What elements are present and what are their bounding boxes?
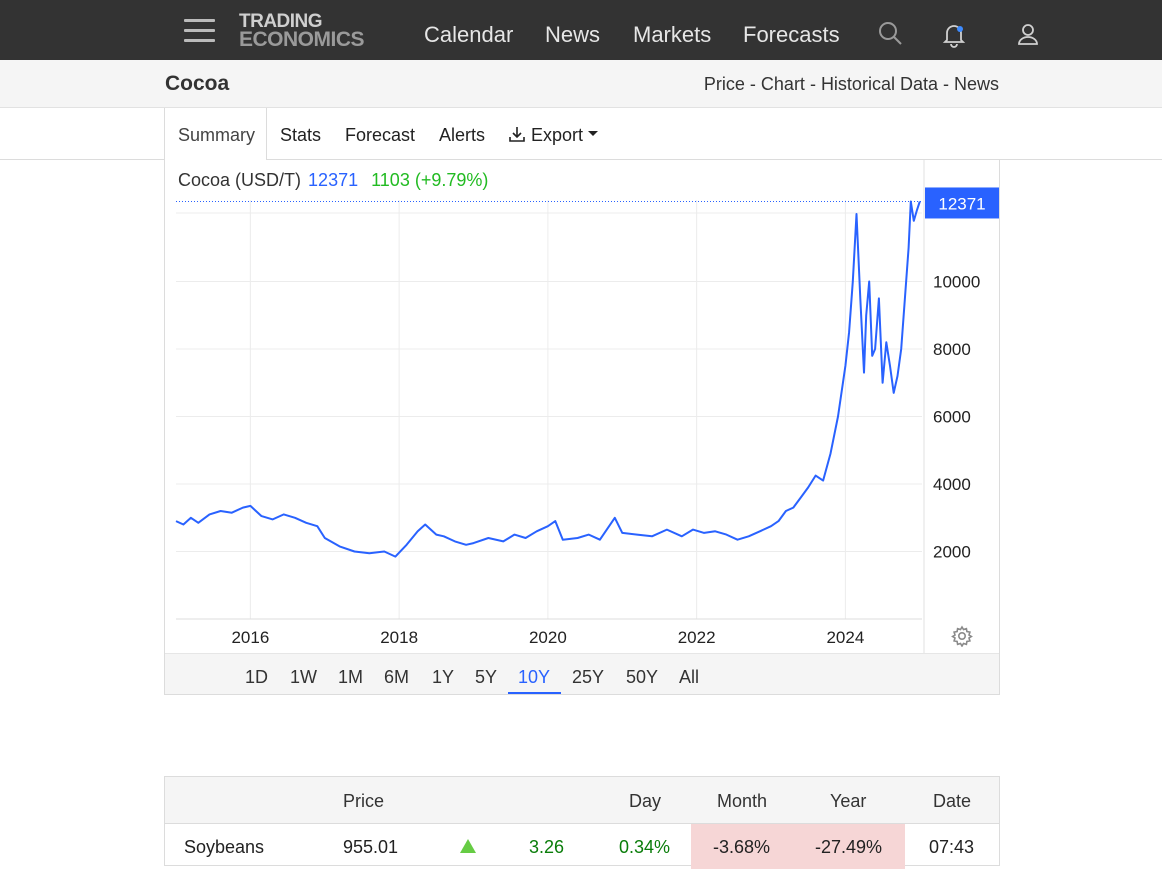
y-tick-label: 10000 <box>933 273 980 292</box>
range-10y[interactable]: 10Y <box>518 667 551 687</box>
export-dropdown[interactable]: Export <box>508 125 599 146</box>
active-range-underline <box>508 692 561 694</box>
sub-navigation: Price - Chart - Historical Data - News <box>704 74 999 95</box>
subnav-separator: - <box>937 74 954 94</box>
nav-forecasts-link[interactable]: Forecasts <box>743 22 840 47</box>
export-label: Export <box>531 125 584 145</box>
top-navbar: TRADING ECONOMICS Calendar News Markets … <box>0 0 1162 60</box>
chart-legend-price: 12371 <box>308 170 359 190</box>
header-year[interactable]: Year <box>830 791 867 811</box>
x-tick-label: 2016 <box>231 628 269 647</box>
subnav-historical-data-link[interactable]: Historical Data <box>820 74 938 94</box>
range-selector-bar <box>165 653 999 694</box>
nav-calendar-link[interactable]: Calendar <box>424 22 514 47</box>
page-title: Cocoa <box>165 72 230 95</box>
range-1w[interactable]: 1W <box>290 667 317 687</box>
subnav-news-link[interactable]: News <box>953 74 999 94</box>
notification-bell-icon[interactable] <box>941 22 967 48</box>
x-tick-label: 2020 <box>529 628 567 647</box>
tabs-row: Summary Stats Forecast Alerts Export <box>0 108 1162 160</box>
table-header: Price Day Month Year Date <box>165 777 999 824</box>
menu-icon[interactable] <box>184 19 215 43</box>
range-5y[interactable]: 5Y <box>475 667 498 687</box>
user-account-icon[interactable] <box>1016 22 1040 46</box>
subnav-price-link[interactable]: Price <box>703 74 745 94</box>
y-tick-label: 2000 <box>933 543 971 562</box>
commodities-table: Price Day Month Year Date Soybeans 955.0… <box>164 776 1000 869</box>
range-6m[interactable]: 6M <box>384 667 410 687</box>
row-year-pct: -27.49% <box>815 837 883 857</box>
row-name[interactable]: Soybeans <box>184 837 265 857</box>
row-date: 07:43 <box>929 837 975 857</box>
chart-legend-change: 1103 (+9.79%) <box>371 170 489 190</box>
nav-markets-link[interactable]: Markets <box>633 22 712 47</box>
cocoa-price-line <box>175 200 921 558</box>
last-price-label: 12371 <box>938 194 985 213</box>
title-bar: Cocoa Price - Chart - Historical Data - … <box>0 60 1162 108</box>
range-1d[interactable]: 1D <box>245 667 269 687</box>
range-50y[interactable]: 50Y <box>626 667 659 687</box>
chart-settings-gear-icon[interactable] <box>951 625 973 647</box>
logo-line-1: TRADING <box>239 11 323 32</box>
price-chart[interactable]: 2016 2018 2020 2022 2024 2000 4000 6000 8000 1000… <box>165 160 999 653</box>
header-month[interactable]: Month <box>717 791 768 811</box>
logo-line-2: ECONOMICS <box>239 28 365 51</box>
up-arrow-icon <box>460 839 476 853</box>
caret-down-icon <box>588 131 599 136</box>
range-all[interactable]: All <box>679 667 700 687</box>
search-icon[interactable] <box>877 20 903 46</box>
nav-news-link[interactable]: News <box>545 22 601 47</box>
tab-stats[interactable]: Stats <box>280 125 322 145</box>
chart-panel <box>164 159 1000 695</box>
header-day[interactable]: Day <box>629 791 662 811</box>
range-1m[interactable]: 1M <box>338 667 364 687</box>
y-tick-label: 4000 <box>933 475 971 494</box>
header-price[interactable]: Price <box>343 791 385 811</box>
last-price-box <box>925 187 999 219</box>
y-tick-label: 8000 <box>933 340 971 359</box>
range-1y[interactable]: 1Y <box>432 667 455 687</box>
subnav-chart-link[interactable]: Chart <box>760 74 805 94</box>
row-price: 955.01 <box>343 837 399 857</box>
subnav-separator: - <box>804 74 821 94</box>
row-day-pct: 0.34% <box>619 837 671 857</box>
tab-alerts[interactable]: Alerts <box>439 125 486 145</box>
chart-legend: Cocoa (USD/T) 12371 1103 (+9.79%) <box>178 170 488 191</box>
row-month-pct: -3.68% <box>713 837 771 857</box>
tab-forecast[interactable]: Forecast <box>345 125 416 145</box>
header-date[interactable]: Date <box>933 791 972 811</box>
x-tick-label: 2018 <box>380 628 418 647</box>
download-icon <box>509 127 525 142</box>
site-logo[interactable]: TRADING ECONOMICS <box>239 11 365 51</box>
y-tick-label: 6000 <box>933 408 971 427</box>
chart-legend-name: Cocoa (USD/T) <box>178 170 302 190</box>
row-change: 3.26 <box>529 837 565 857</box>
tab-summary[interactable]: Summary <box>164 108 267 160</box>
tab-summary-label: Summary <box>178 125 256 145</box>
x-tick-label: 2022 <box>678 628 716 647</box>
x-tick-label: 2024 <box>826 628 864 647</box>
range-25y[interactable]: 25Y <box>572 667 605 687</box>
subnav-separator: - <box>744 74 761 94</box>
